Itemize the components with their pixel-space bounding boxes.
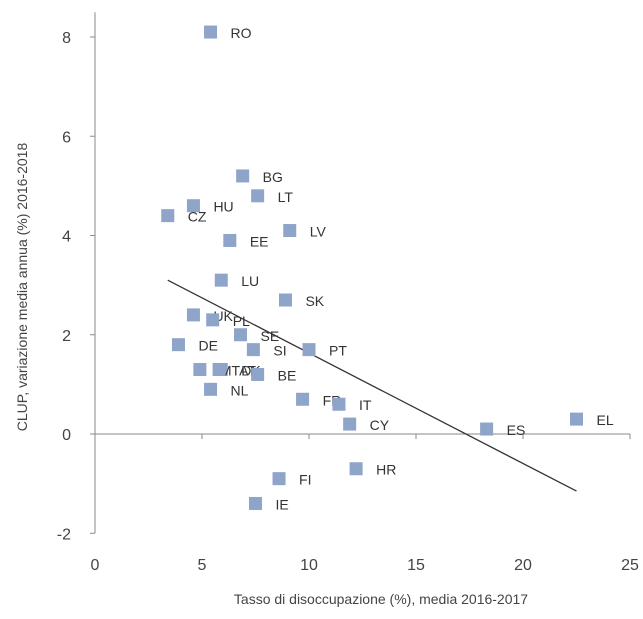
y-tick-label: 4 bbox=[62, 229, 71, 246]
y-tick-label: 2 bbox=[62, 328, 71, 345]
point-label-pl: PL bbox=[233, 313, 250, 329]
point-marker-lt bbox=[251, 189, 265, 203]
point-label-de: DE bbox=[198, 338, 217, 354]
point-label-se: SE bbox=[261, 328, 280, 344]
point-label-pt: PT bbox=[329, 343, 347, 359]
y-tick-label: -2 bbox=[57, 526, 71, 543]
point-marker-uk bbox=[186, 308, 200, 322]
point-marker-bg bbox=[236, 169, 250, 183]
point-label-hr: HR bbox=[376, 462, 396, 478]
point-marker-de bbox=[171, 338, 185, 352]
x-tick-label: 15 bbox=[407, 557, 425, 574]
point-label-lv: LV bbox=[310, 224, 327, 240]
point-marker-ie bbox=[249, 496, 262, 510]
point-marker-mt bbox=[193, 362, 207, 376]
point-label-sk: SK bbox=[305, 293, 324, 309]
point-label-cy: CY bbox=[370, 417, 390, 433]
point-marker-it bbox=[332, 397, 346, 411]
point-label-fi: FI bbox=[299, 472, 311, 488]
axes: -2 0 2 4 6 8 0 5 10 15 20 25 bbox=[57, 12, 639, 574]
point-label-ie: IE bbox=[276, 496, 289, 512]
y-axis-title: CLUP, variazione media annua (%) 2016-20… bbox=[14, 143, 30, 432]
point-label-be: BE bbox=[278, 367, 297, 383]
point-marker-cz bbox=[161, 209, 175, 223]
point-label-hu: HU bbox=[213, 199, 233, 215]
point-marker-fi bbox=[272, 472, 286, 486]
point-marker-es bbox=[480, 422, 494, 436]
point-marker-se bbox=[234, 328, 248, 342]
point-label-ee: EE bbox=[250, 233, 269, 249]
point-marker-at bbox=[212, 362, 226, 376]
point-label-el: EL bbox=[597, 412, 614, 428]
point-label-ro: RO bbox=[231, 25, 252, 41]
point-marker-be bbox=[251, 367, 265, 381]
point-marker-pl bbox=[206, 313, 220, 327]
point-marker-lv bbox=[283, 224, 297, 238]
point-label-nl: NL bbox=[231, 382, 249, 398]
x-tick-label: 20 bbox=[514, 557, 532, 574]
point-label-it: IT bbox=[359, 397, 372, 413]
point-marker-hu bbox=[186, 199, 200, 213]
point-marker-hr bbox=[349, 462, 363, 476]
x-tick-label: 5 bbox=[198, 557, 207, 574]
x-tick-label: 25 bbox=[621, 557, 639, 574]
point-marker-sk bbox=[278, 293, 292, 307]
point-label-lt: LT bbox=[278, 189, 294, 205]
point-marker-cy bbox=[343, 417, 357, 431]
point-label-bg: BG bbox=[263, 169, 283, 185]
point-marker-el bbox=[570, 412, 583, 426]
point-marker-pt bbox=[302, 343, 316, 357]
point-marker-ee bbox=[223, 233, 237, 247]
point-marker-si bbox=[246, 343, 260, 357]
y-tick-label: 6 bbox=[62, 129, 71, 146]
x-axis-title: Tasso di disoccupazione (%), media 2016-… bbox=[234, 591, 528, 607]
trendline bbox=[167, 279, 577, 492]
point-marker-lu bbox=[214, 273, 228, 287]
y-tick-label: 8 bbox=[62, 30, 71, 47]
point-label-es: ES bbox=[507, 422, 526, 438]
point-label-si: SI bbox=[273, 343, 286, 359]
x-tick-label: 10 bbox=[300, 557, 318, 574]
point-marker-nl bbox=[204, 382, 218, 396]
point-marker-fr bbox=[296, 392, 310, 406]
trendline-group bbox=[167, 279, 577, 492]
x-tick-label: 0 bbox=[91, 557, 100, 574]
y-tick-label: 0 bbox=[62, 427, 71, 444]
point-marker-ro bbox=[204, 25, 218, 39]
point-label-cz: CZ bbox=[188, 209, 207, 225]
point-label-lu: LU bbox=[241, 273, 259, 289]
